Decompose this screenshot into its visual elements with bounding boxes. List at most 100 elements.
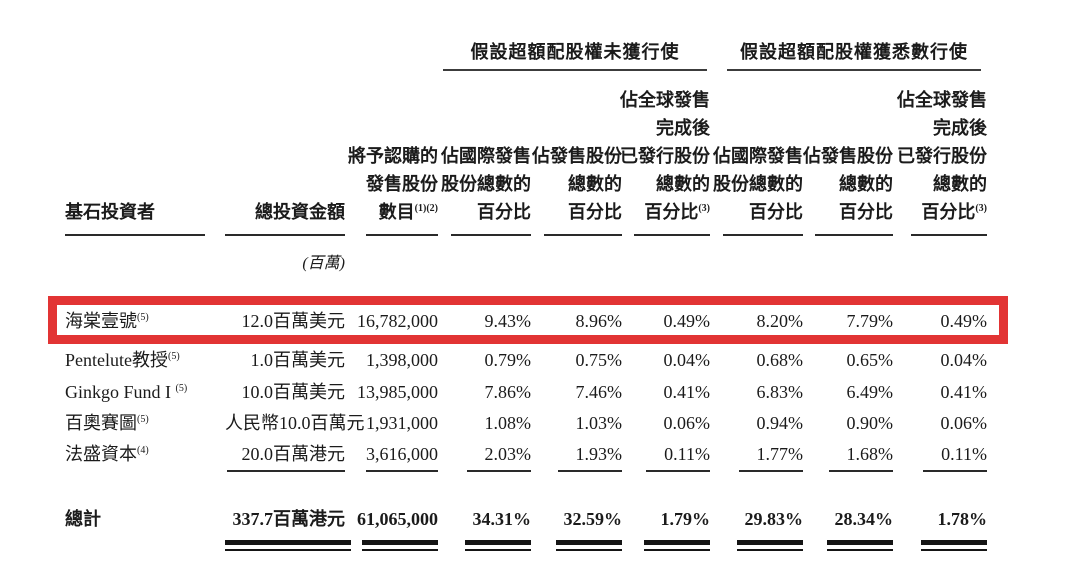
total-cell: 34.31%: [472, 509, 532, 529]
investor-name: 海棠壹號(5): [65, 308, 225, 334]
rule-line: [366, 470, 438, 472]
table-cell: 0.06%: [940, 413, 988, 433]
header-text: 百分比: [644, 202, 699, 222]
header-line: 佔國際發售: [713, 146, 803, 166]
subtotal-rule-row: [65, 470, 987, 472]
column-header-offer-shares: 將予認購的 發售股份 數目(1)(2): [345, 80, 438, 236]
table-cell: 1.03%: [575, 413, 623, 433]
header-line: 股份總數的: [713, 174, 803, 194]
header-line: 百分比: [749, 202, 803, 222]
group-header-no-overallotment: 假設超額配股權未獲行使: [443, 40, 707, 71]
table-cell: 3,616,000: [366, 444, 438, 464]
currency-unit-note: (百萬): [302, 255, 345, 272]
table-cell: 6.83%: [756, 382, 804, 402]
total-row: 總計 337.7百萬港元 61,065,000 34.31% 32.59% 1.…: [65, 506, 987, 532]
table-cell: 16,782,000: [357, 311, 438, 331]
investor-name-text: 法盛資本: [65, 444, 137, 464]
table-cell: 8.20%: [756, 311, 804, 331]
table-cell: 1,931,000: [366, 413, 438, 433]
table-cell: 0.94%: [756, 413, 804, 433]
investor-name: 法盛資本(4): [65, 441, 225, 467]
table-cell: 0.75%: [575, 350, 623, 370]
rule-cell: [438, 540, 531, 551]
header-line: 百分比: [477, 202, 531, 222]
rule-line: [227, 470, 345, 472]
rule-cell: [803, 470, 893, 472]
table-cell: 10.0百萬美元: [241, 382, 346, 402]
column-header-total-investment: 總投資金額: [225, 80, 345, 236]
footnote-marker: (5): [137, 414, 149, 425]
column-header-investor: 基石投資者: [65, 80, 225, 236]
header-line: 佔全球發售: [897, 90, 987, 110]
group-header-label: 假設超額配股權獲悉數行使: [740, 42, 968, 62]
header-underline: [634, 234, 710, 236]
header-line: 總數的: [568, 174, 622, 194]
investor-name: Pentelute教授(5): [65, 347, 225, 373]
column-header-row: 基石投資者 總投資金額 將予認購的 發售股份 數目(1)(2) 佔國際發售 股份…: [65, 80, 987, 236]
table-cell: 0.49%: [940, 311, 988, 331]
investor-name-text: Pentelute教授: [65, 350, 168, 370]
rule-line: [829, 470, 893, 472]
table-cell: 1,398,000: [366, 350, 438, 370]
table-cell: 0.65%: [846, 350, 894, 370]
table-cell: 1.0百萬美元: [250, 350, 346, 370]
header-line: 佔全球發售: [620, 90, 710, 110]
table-cell: 1.08%: [484, 413, 532, 433]
column-header-pct-issued-2: 佔全球發售 完成後 已發行股份 總數的 百分比(3): [893, 80, 987, 236]
double-rule-line: [737, 540, 803, 551]
double-rule-line: [921, 540, 987, 551]
spacer-cell: [65, 470, 225, 472]
rule-line: [646, 470, 710, 472]
header-line: 已發行股份: [897, 146, 987, 166]
header-underline: [225, 234, 345, 236]
header-underline: [544, 234, 622, 236]
spacer-cell: [65, 540, 225, 551]
rule-cell: [622, 540, 710, 551]
header-text: 百分比: [921, 202, 976, 222]
column-header-pct-issued-1: 佔全球發售 完成後 已發行股份 總數的 百分比(3): [620, 80, 710, 236]
table-cell: 6.49%: [846, 382, 894, 402]
total-cell: 28.34%: [834, 509, 894, 529]
total-cell: 32.59%: [563, 509, 623, 529]
rule-cell: [622, 470, 710, 472]
rule-cell: [893, 470, 987, 472]
table-cell: 13,985,000: [357, 382, 438, 402]
column-header-pct-international-1: 佔國際發售 股份總數的 百分比: [438, 80, 531, 236]
footnote-marker: (5): [137, 312, 149, 323]
table-cell: 8.96%: [575, 311, 623, 331]
rule-cell: [438, 470, 531, 472]
footnote-marker: (3): [698, 203, 710, 214]
rule-cell: [710, 540, 803, 551]
table-cell: 1.68%: [846, 444, 894, 464]
table-cell: 0.49%: [663, 311, 711, 331]
table-row: 法盛資本(4) 20.0百萬港元 3,616,000 2.03% 1.93% 0…: [65, 441, 987, 467]
total-cell: 1.78%: [937, 509, 988, 529]
rule-line: [739, 470, 803, 472]
header-line: 完成後: [933, 118, 987, 138]
table-row: 百奧賽圖(5) 人民幣10.0百萬元 1,931,000 1.08% 1.03%…: [65, 410, 987, 436]
header-underline: [723, 234, 803, 236]
group-header-full-overallotment: 假設超額配股權獲悉數行使: [727, 40, 981, 71]
grand-total-rule-row: [65, 540, 987, 551]
footnote-marker: (5): [175, 383, 188, 394]
total-label: 總計: [65, 509, 101, 529]
total-cell: 337.7百萬港元: [232, 509, 346, 529]
rule-cell: [803, 540, 893, 551]
rule-line: [923, 470, 987, 472]
header-line: 百分比(3): [921, 198, 987, 226]
table-cell: 0.79%: [484, 350, 532, 370]
table-cell: 12.0百萬美元: [241, 311, 346, 331]
header-underline: [815, 234, 893, 236]
table-cell: 0.68%: [756, 350, 804, 370]
header-line: 總數的: [839, 174, 893, 194]
table-cell: 2.03%: [484, 444, 532, 464]
investor-name-text: 百奧賽圖: [65, 413, 137, 433]
table-cell: 人民幣10.0百萬元: [225, 413, 365, 433]
table-cell: 0.04%: [663, 350, 711, 370]
column-header-pct-offer-2: 佔發售股份 總數的 百分比: [803, 80, 893, 236]
table-cell: 0.41%: [663, 382, 711, 402]
total-cell: 29.83%: [744, 509, 804, 529]
table-cell: 0.06%: [663, 413, 711, 433]
table-row: Pentelute教授(5) 1.0百萬美元 1,398,000 0.79% 0…: [65, 347, 987, 373]
header-line: 數目(1)(2): [379, 198, 438, 226]
